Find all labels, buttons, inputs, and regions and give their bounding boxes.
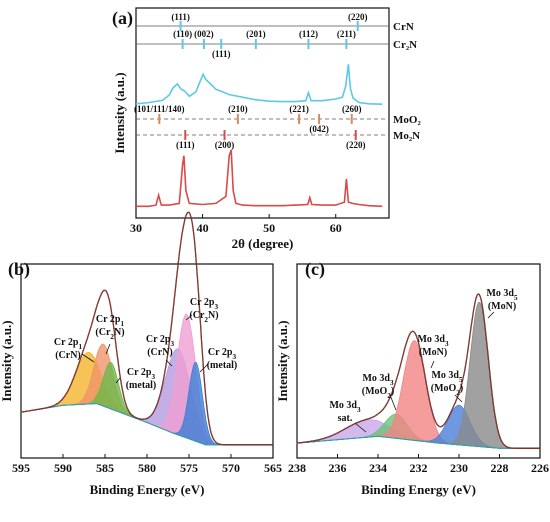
panel-b-annotation-leader: [115, 377, 121, 384]
panel-a-ylabel: Intensity (a.u.): [112, 72, 127, 153]
panel-a-peak-label: (042): [309, 124, 329, 134]
panel-b-xtick-label: 570: [222, 461, 240, 475]
panel-a-peak-label: (220): [348, 12, 368, 22]
panel-a-peak-label: (221): [289, 104, 309, 114]
panel-b-ylabel: Intensity (a.u.): [0, 320, 14, 401]
panel-b-annotation-line1: Cr 2p1: [96, 314, 125, 328]
panel-b-annotation-line1: Cr 2p1: [54, 337, 83, 351]
panel-b-annotation-line1: Cr 2p3: [190, 297, 219, 311]
panel-b-annotation-line2: (Cr2N): [95, 327, 124, 341]
panel-a-xlabel: 2θ (degree): [232, 236, 294, 251]
panel-b-annotation-leader: [199, 363, 209, 373]
panel-c-xtick-label: 234: [369, 461, 387, 475]
panel-a-ref-name: Cr₂N: [393, 39, 417, 51]
panel-a-peak-label: (111): [212, 49, 231, 59]
panel-c-annotation-line2: (MoN): [488, 301, 516, 312]
panel-a-ref-name: MoO₂: [393, 114, 421, 126]
panel-a-peak-label: (211): [337, 29, 356, 39]
panel-c-annotation-leader: [389, 394, 397, 411]
panel-a-series-line: [135, 64, 383, 105]
panel-b-annotation-line2: (CrN): [55, 350, 81, 361]
panel-a-peak-label: (200): [215, 140, 235, 150]
panel-c-xtick-label: 230: [450, 461, 468, 475]
panel-b-tag: (b): [8, 259, 30, 280]
panel-a-peak-label: (112): [299, 29, 318, 39]
panel-c-xtick-label: 236: [329, 461, 347, 475]
panel-c-annotation-leader: [354, 422, 367, 433]
panel-c-annotation-leader: [430, 360, 435, 369]
panel-b-xtick-label: 595: [12, 461, 30, 475]
panel-a-peak-label: (201): [246, 29, 266, 39]
panel-a-peak-label: (110): [173, 29, 192, 39]
panel-c-annotation-line1: Mo 3d3: [417, 334, 449, 348]
panel-c-annotation-line1: Mo 3d5: [431, 370, 463, 384]
panel-b-xtick-label: 590: [54, 461, 72, 475]
panel-a-series-line: [136, 149, 383, 208]
panel-b-fit-envelope: [20, 211, 273, 446]
panel-b-xlabel: Binding Energy (eV): [90, 482, 205, 497]
panel-c-annotation-line1: Mo 3d3: [329, 400, 361, 414]
panel-a-xtick-label: 30: [130, 221, 142, 235]
panel-c-annotation-line1: Mo 3d5: [486, 288, 518, 302]
panel-c-annotation-line2: (MoN): [419, 347, 447, 358]
panel-a-tag: (a): [112, 8, 133, 29]
panel-c-fit-envelope: [296, 293, 540, 449]
panel-b-xtick-label: 565: [264, 461, 282, 475]
panel-b-xtick-label: 580: [138, 461, 156, 475]
panel-b-xtick-label: 575: [180, 461, 198, 475]
panel-c-tag: (c): [305, 259, 325, 280]
panel-b-annotation-line2: (metal): [126, 380, 157, 391]
panel-b-annotation-leader: [81, 353, 95, 363]
panel-a-peak-label: (111): [176, 140, 195, 150]
panel-b-annotation-line1: Cr 2p3: [208, 347, 237, 361]
panel-a-peak-label: (210): [228, 104, 248, 114]
panel-b-annotation-leader: [165, 359, 173, 367]
panel-a-frame: [135, 7, 390, 219]
panel-a-peak-label: (002): [194, 29, 214, 39]
panel-b-xtick-label: 585: [96, 461, 114, 475]
panel-c-xtick-label: 232: [410, 461, 428, 475]
panel-b-annotation-line2: (Cr2N): [189, 310, 218, 324]
panel-b-annotation-line2: (metal): [207, 360, 238, 371]
panel-c-xtick-label: 226: [531, 461, 549, 475]
panel-a-xtick-label: 50: [263, 221, 275, 235]
panel-c-annotation-line1: Mo 3d3: [362, 373, 394, 387]
panel-c-xlabel: Binding Energy (eV): [361, 482, 476, 497]
panel-b-annotation-leader: [185, 314, 193, 321]
panel-c-ylabel: Intensity (a.u.): [275, 320, 290, 401]
panel-a-xtick-label: 60: [330, 221, 342, 235]
panel-b-annotation-leader: [105, 343, 111, 355]
panel-c-annotation-line2: (MoO2): [431, 383, 463, 397]
panel-a-ref-name: CrN: [393, 21, 414, 33]
panel-c-xtick-label: 238: [288, 461, 306, 475]
panel-c-annotation-line2: (MoO2): [362, 386, 394, 400]
panel-a-peak-label: (220): [346, 140, 366, 150]
panel-a-ref-name: Mo₂N: [393, 130, 420, 142]
panel-c-annotation-leader: [454, 394, 463, 403]
panel-b-annotation-line1: Cr 2p3: [127, 367, 156, 381]
panel-c-baseline: [296, 435, 540, 449]
panel-a-peak-label: (260): [342, 104, 362, 114]
panel-a-peak-label: (111): [171, 12, 190, 22]
panel-c-annotation-line2: sat.: [338, 413, 353, 424]
panel-b-annotation-line2: (CrN): [147, 347, 173, 358]
panel-c-xtick-label: 228: [491, 461, 509, 475]
panel-a-xtick-label: 40: [197, 221, 209, 235]
panel-b-annotation-line1: Cr 2p3: [146, 334, 175, 348]
panel-b-baseline: [20, 403, 273, 446]
panel-a-peak-label: (101/111/140): [134, 104, 185, 114]
panel-c-annotation-leader: [487, 311, 495, 319]
